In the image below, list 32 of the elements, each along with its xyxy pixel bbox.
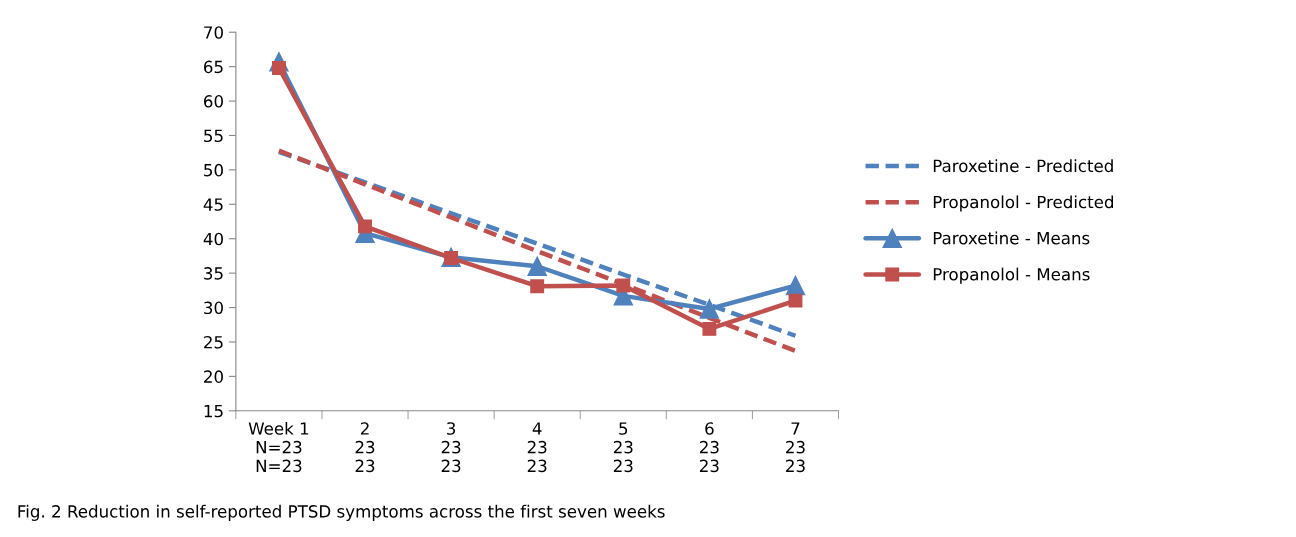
point: [785, 275, 806, 296]
y-tick-label: 60: [204, 95, 223, 108]
caption: Fig. 2 Reduction in self-reported PTSD symptoms across the first seven weeks: [18, 504, 665, 521]
point: [616, 278, 631, 293]
y-tick-label: 20: [204, 370, 223, 383]
x-tick-label: 3 23 23: [441, 422, 461, 473]
y-tick-label: 15: [204, 404, 223, 418]
y-tick-label: 40: [203, 232, 223, 246]
point: [788, 293, 803, 308]
y-tick-label: 55: [204, 129, 223, 143]
x-tick-label: 4 23 23: [527, 422, 547, 473]
point: [702, 321, 717, 336]
x-tick-label: 5 23 23: [613, 422, 633, 473]
y-tick-label: 25: [204, 335, 223, 349]
y-tick-label: 45: [203, 198, 223, 211]
x-tick-label: 2 23 23: [355, 422, 375, 473]
y-tick-label: 70: [204, 26, 223, 39]
y-tick-label: 65: [204, 60, 223, 74]
y-tick-label: 30: [204, 301, 223, 315]
point: [530, 279, 545, 294]
x-tick-label: 7 23 23: [786, 422, 805, 473]
legend-label: Propanolol - Means: [933, 267, 1090, 284]
x-tick-label: 6 23 23: [699, 422, 719, 473]
point: [358, 219, 372, 234]
y-tick-label: 35: [204, 267, 223, 280]
point: [527, 256, 547, 276]
y-tick-label: 50: [204, 163, 223, 177]
legend-label: Propanolol - Predicted: [933, 195, 1113, 212]
point: [699, 299, 720, 319]
legend-label: Paroxetine - Means: [933, 231, 1090, 245]
legend-label: Paroxetine - Predicted: [933, 159, 1113, 173]
x-tick-label: Week 1 N=23 N=23: [248, 421, 309, 473]
